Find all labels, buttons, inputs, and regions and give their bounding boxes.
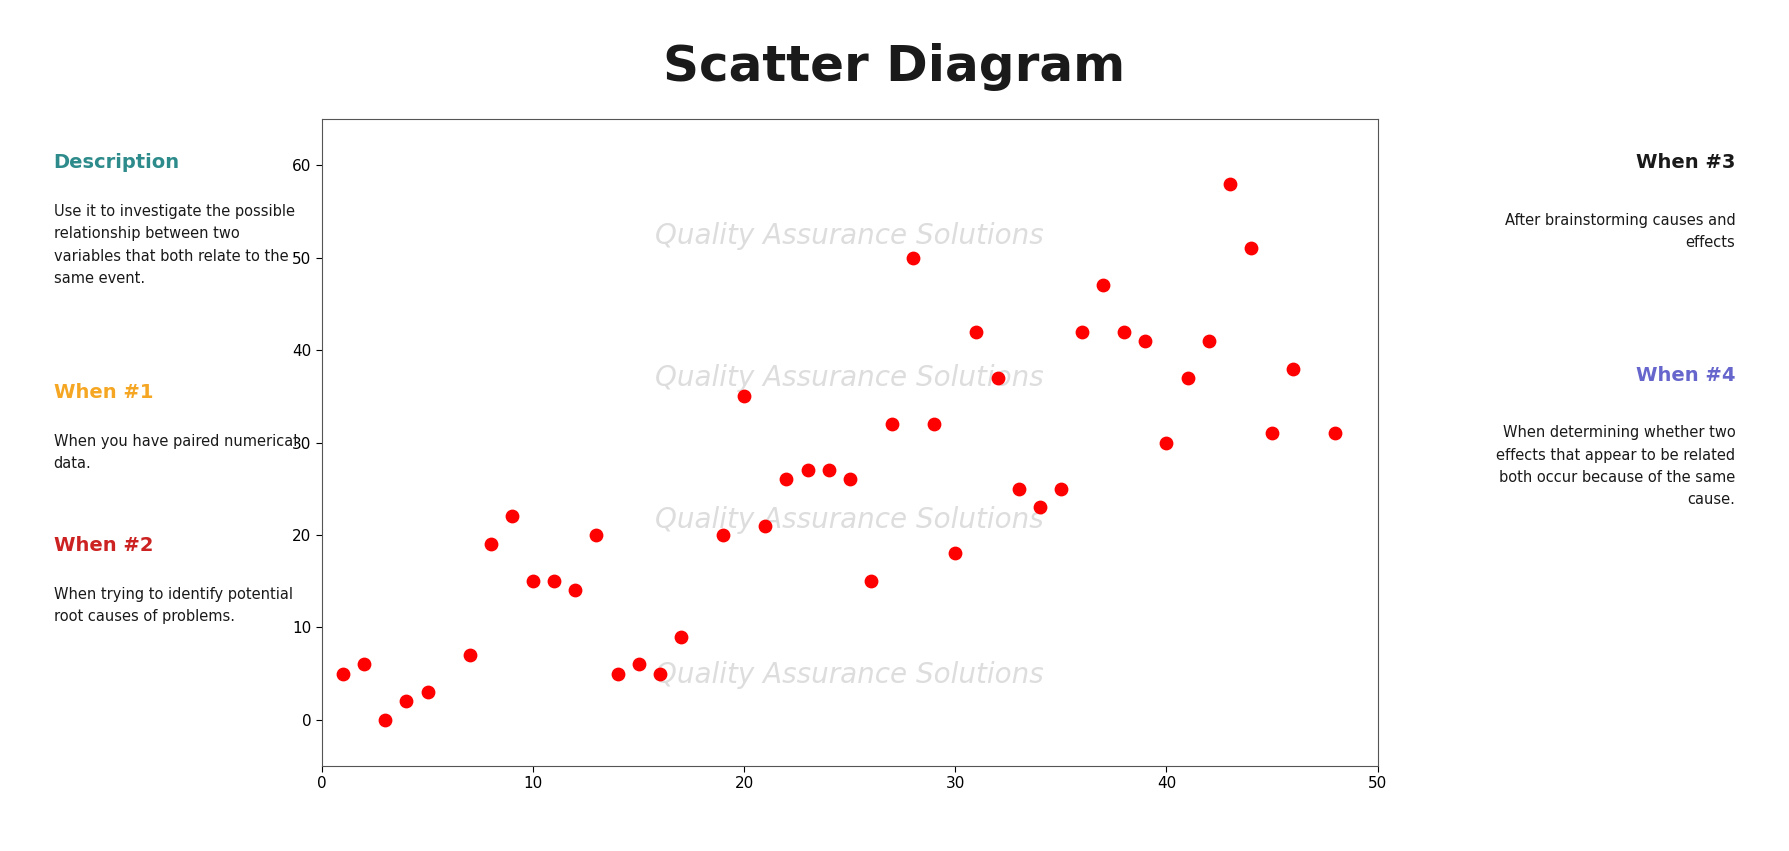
Text: When you have paired numerical
data.: When you have paired numerical data. — [54, 434, 297, 471]
Point — [793, 464, 821, 477]
Point — [751, 519, 780, 533]
Point — [497, 510, 526, 523]
Point — [413, 685, 442, 699]
Point — [1109, 325, 1138, 339]
Point — [519, 574, 547, 588]
Point — [941, 546, 970, 560]
Point — [540, 574, 569, 588]
Text: Scatter Diagram: Scatter Diagram — [664, 43, 1125, 90]
Point — [351, 658, 379, 671]
Text: When #1: When #1 — [54, 383, 154, 402]
Point — [878, 417, 907, 431]
Text: Quality Assurance Solutions: Quality Assurance Solutions — [655, 506, 1045, 534]
Point — [392, 694, 420, 708]
Point — [857, 574, 886, 588]
Point — [1047, 482, 1075, 495]
Point — [730, 390, 759, 403]
Point — [603, 666, 632, 680]
Text: Quality Assurance Solutions: Quality Assurance Solutions — [655, 221, 1045, 249]
Point — [370, 713, 399, 727]
Point — [456, 648, 485, 662]
Point — [984, 371, 1013, 385]
Point — [562, 584, 590, 597]
Point — [1174, 371, 1202, 385]
Text: When #3: When #3 — [1635, 153, 1735, 172]
Point — [1025, 500, 1054, 514]
Point — [581, 528, 610, 542]
Text: Quality Assurance Solutions: Quality Assurance Solutions — [655, 364, 1045, 391]
Text: Description: Description — [54, 153, 181, 172]
Point — [1195, 334, 1224, 348]
Point — [1236, 242, 1265, 255]
Text: When #2: When #2 — [54, 536, 154, 555]
Point — [667, 630, 696, 643]
Text: After brainstorming causes and
effects: After brainstorming causes and effects — [1505, 213, 1735, 250]
Point — [773, 472, 801, 486]
Text: When trying to identify potential
root causes of problems.: When trying to identify potential root c… — [54, 587, 293, 625]
Point — [1215, 177, 1243, 191]
Text: When #4: When #4 — [1635, 366, 1735, 385]
Point — [476, 537, 504, 551]
Point — [1279, 362, 1308, 375]
Point — [835, 472, 864, 486]
Point — [814, 464, 843, 477]
Point — [920, 417, 948, 431]
Point — [1152, 436, 1181, 449]
Point — [1131, 334, 1159, 348]
Text: Use it to investigate the possible
relationship between two
variables that both : Use it to investigate the possible relat… — [54, 204, 295, 286]
Point — [962, 325, 991, 339]
Text: When determining whether two
effects that appear to be related
both occur becaus: When determining whether two effects tha… — [1496, 426, 1735, 507]
Point — [1258, 426, 1286, 440]
Point — [646, 666, 674, 680]
Point — [708, 528, 737, 542]
Text: Quality Assurance Solutions: Quality Assurance Solutions — [655, 661, 1045, 689]
Point — [1090, 278, 1118, 292]
Point — [1004, 482, 1032, 495]
Point — [329, 666, 358, 680]
Point — [624, 658, 653, 671]
Point — [1068, 325, 1097, 339]
Point — [1320, 426, 1349, 440]
Point — [898, 251, 927, 265]
